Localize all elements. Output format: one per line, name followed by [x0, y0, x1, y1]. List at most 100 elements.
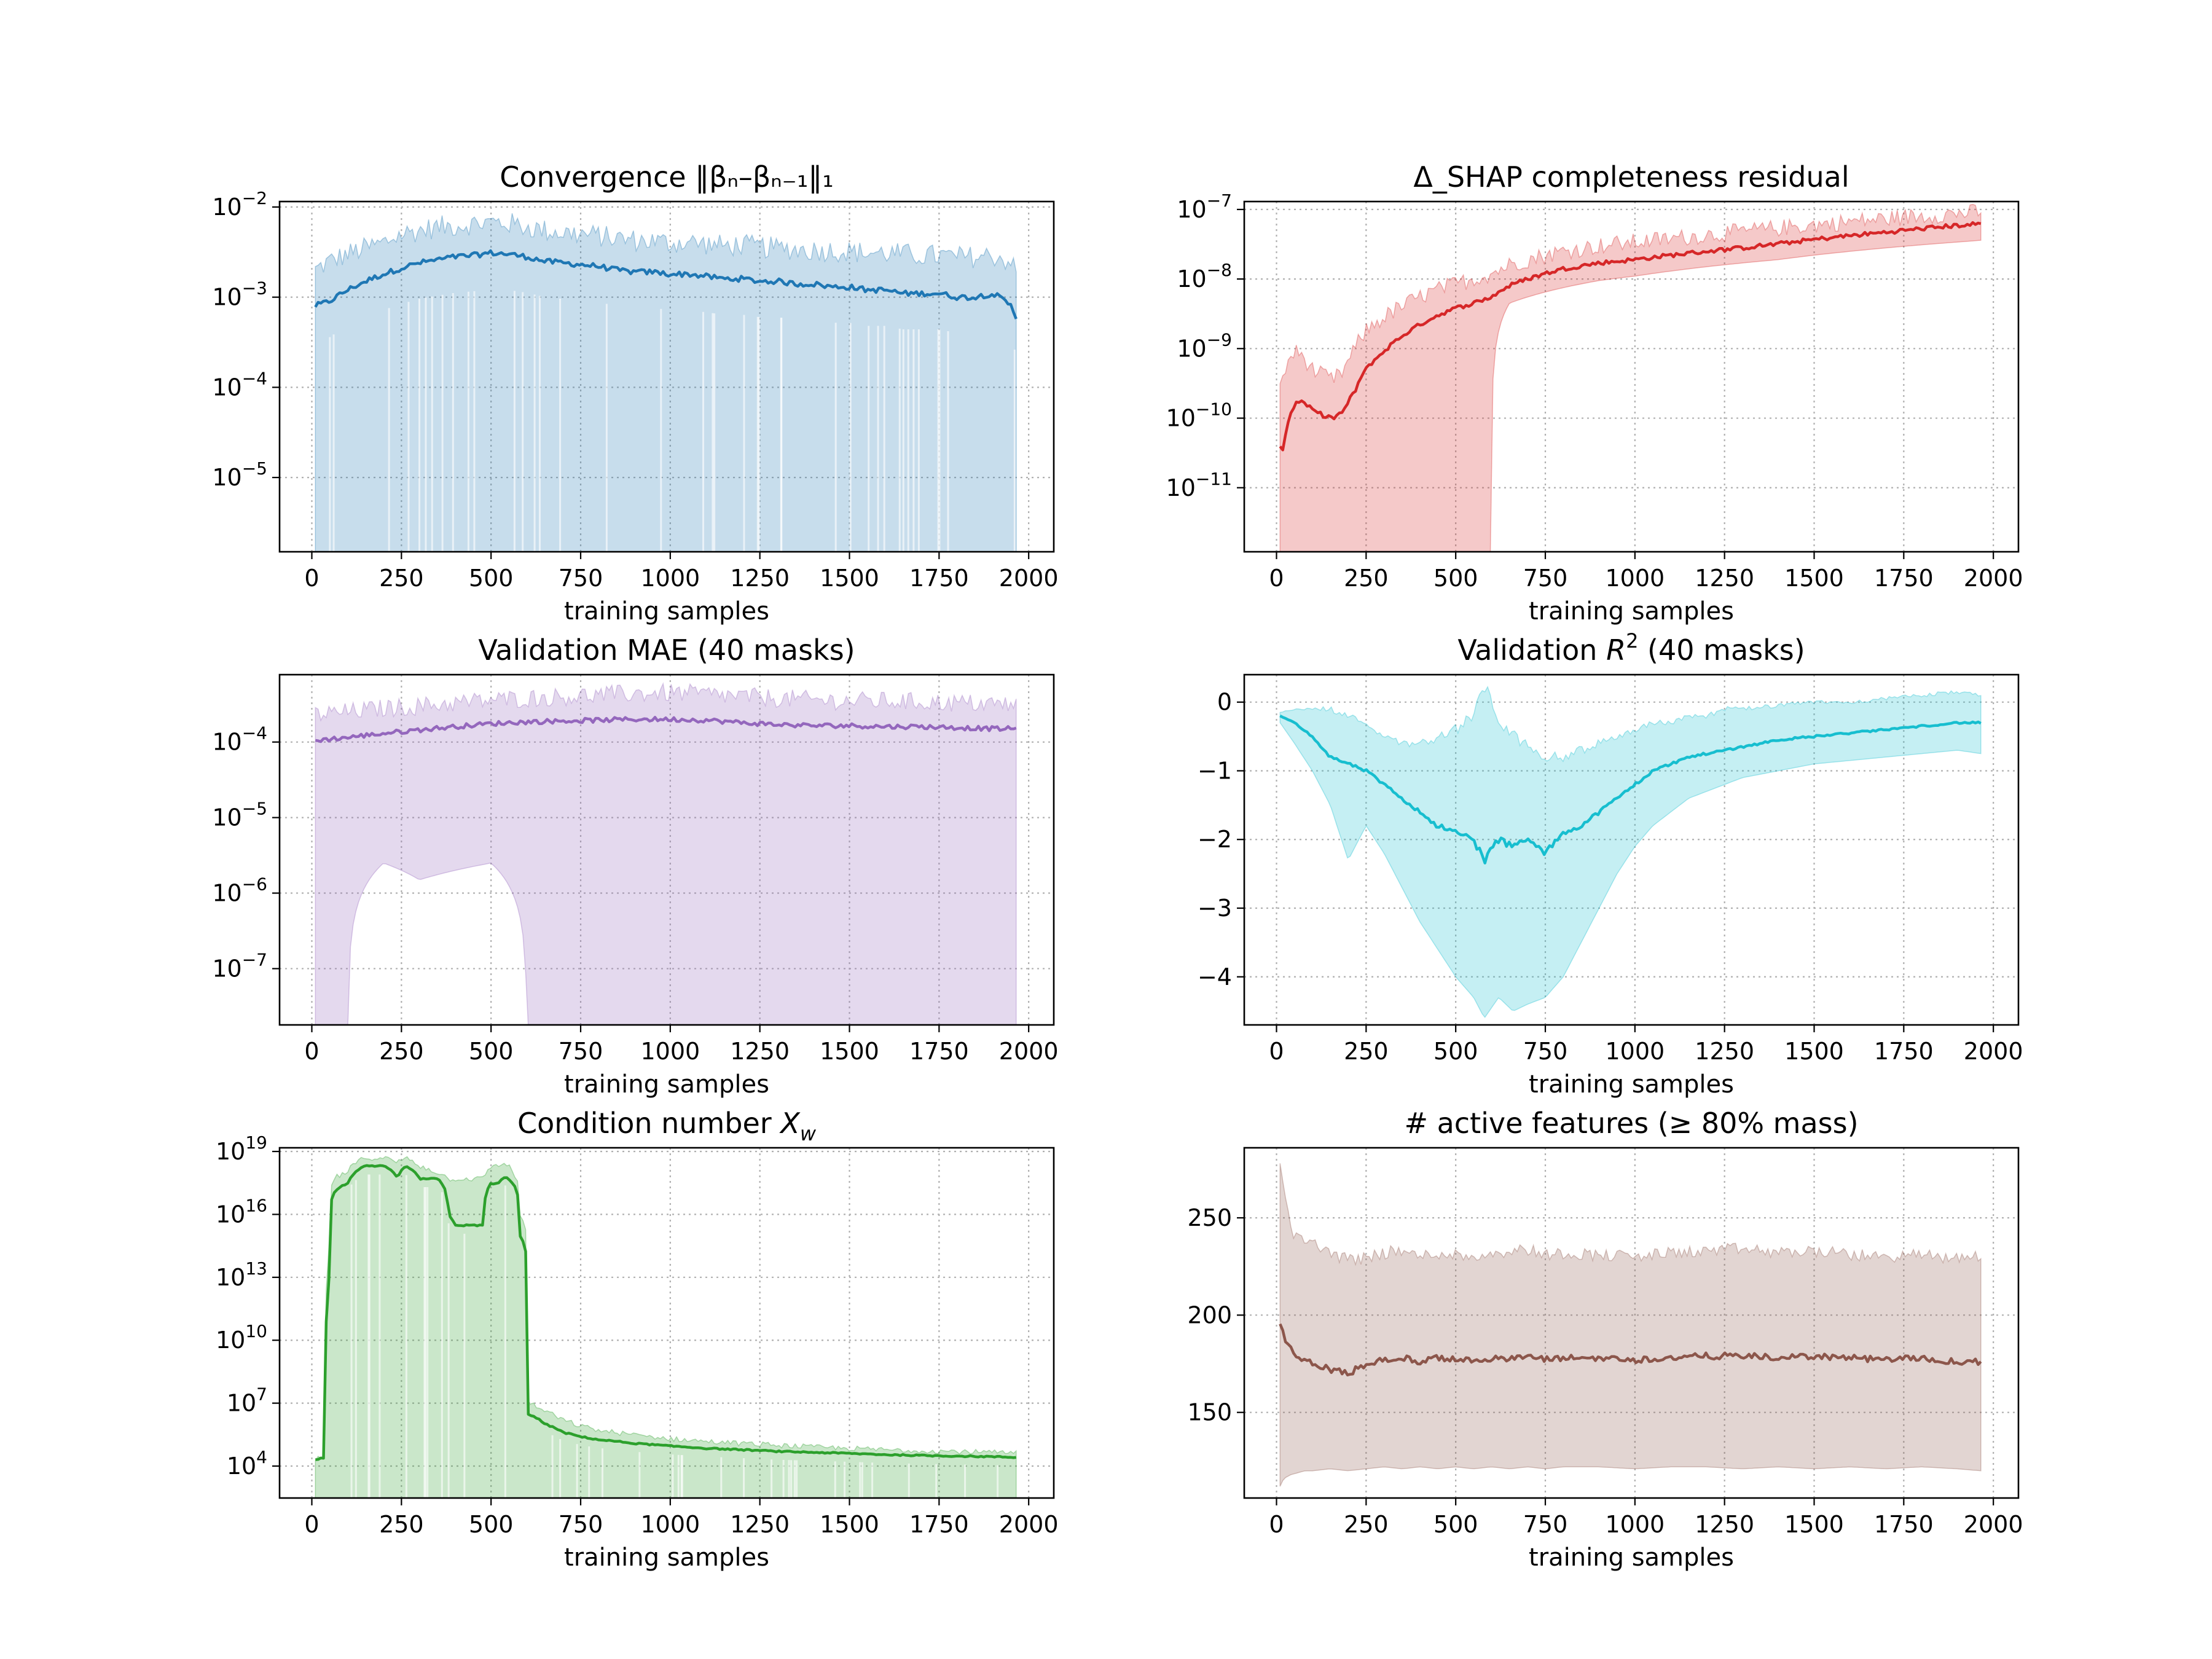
x-tick-label: 1500: [1784, 565, 1844, 592]
x-tick-label: 1750: [1874, 1511, 1934, 1538]
y-tick-label: 10−5: [212, 458, 267, 491]
x-axis-label: training samples: [564, 1070, 769, 1099]
grid: [1244, 675, 2018, 1025]
axes-frame: [278, 673, 1055, 1026]
y-tick-label: 1010: [216, 1321, 267, 1354]
y-tick-label: 200: [1187, 1301, 1232, 1328]
series-mean-line: [315, 1164, 1017, 1461]
panel-title: Validation MAE (40 masks): [478, 633, 855, 667]
y-tick-label: 250: [1187, 1204, 1232, 1231]
confidence-band: [1279, 203, 1982, 552]
panel-6: 0 250 500 750 1000 1250 1500 1750 2000 250 200 150 t…: [1187, 1107, 2023, 1572]
axes-frame: [1243, 1147, 2020, 1499]
panel-4: 0 250 500 750 1000 1250 1500 1750 2000 0 −1 −2 −3 −4 t…: [1198, 629, 2023, 1099]
x-tick-label: 1750: [909, 565, 969, 592]
x-tick-label: 250: [379, 1511, 424, 1538]
x-tick-label: 0: [304, 565, 319, 592]
panel-2: 0 250 500 750 1000 1250 1500 1750 2000 10−7 10−8 10…: [1166, 160, 2023, 626]
y-tick-label: 1016: [216, 1195, 267, 1228]
y-tick-label: −4: [1198, 963, 1232, 990]
y-tick-label: 1019: [216, 1132, 267, 1165]
x-tick-label: 1000: [640, 565, 700, 592]
grid: [280, 1148, 1054, 1498]
x-tick-label: 2000: [999, 1038, 1059, 1065]
x-tick-label: 0: [304, 1038, 319, 1065]
x-tick-label: 1250: [1695, 1511, 1754, 1538]
y-tick-label: −1: [1198, 757, 1232, 784]
panel-title: Validation R2 (40 masks): [1457, 629, 1805, 667]
x-tick-label: 1250: [730, 1038, 790, 1065]
x-tick-label: 1500: [1784, 1038, 1844, 1065]
x-axis-label: training samples: [564, 1543, 769, 1572]
x-tick-label: 250: [379, 565, 424, 592]
y-tick-label: 150: [1187, 1399, 1232, 1426]
x-tick-label: 2000: [1964, 1038, 2023, 1065]
x-axis-label: training samples: [1529, 1543, 1734, 1572]
x-tick-label: 2000: [999, 1511, 1059, 1538]
axes-frame: [278, 200, 1055, 553]
x-tick-label: 1750: [1874, 1038, 1934, 1065]
x-tick-label: 0: [1269, 565, 1284, 592]
y-tick-label: −2: [1198, 826, 1232, 853]
x-tick-label: 750: [559, 565, 603, 592]
x-axis-label: training samples: [1529, 597, 1734, 626]
x-tick-label: 750: [1523, 565, 1568, 592]
y-tick-label: 10−9: [1177, 329, 1232, 362]
series-mean-line: [1279, 1323, 1982, 1377]
y-tick-label: 10−4: [212, 723, 267, 756]
x-tick-label: 1750: [909, 1511, 969, 1538]
y-tick-label: 10−7: [1177, 190, 1232, 223]
x-tick-label: 2000: [1964, 1511, 2023, 1538]
y-tick-label: 10−10: [1166, 399, 1232, 432]
x-tick-label: 0: [1269, 1038, 1284, 1065]
y-tick-label: 10−6: [212, 874, 267, 907]
y-tick-label: 10−3: [212, 278, 267, 311]
confidence-band: [315, 1156, 1017, 1498]
y-tick-label: 107: [227, 1384, 267, 1417]
x-tick-label: 0: [304, 1511, 319, 1538]
x-tick-label: 250: [1344, 565, 1389, 592]
y-tick-label: 10−4: [212, 368, 267, 401]
panel-5: 0 250 500 750 1000 1250 1500 1750 2000 1019 1016 10…: [216, 1107, 1059, 1572]
y-tick-label: 1013: [216, 1258, 267, 1291]
confidence-band: [1279, 686, 1982, 1018]
grid: [1244, 1148, 2018, 1498]
x-tick-label: 2000: [999, 565, 1059, 592]
x-tick-label: 500: [1433, 1038, 1478, 1065]
x-tick-label: 750: [1523, 1511, 1568, 1538]
y-tick-label: 10−7: [212, 949, 267, 982]
x-tick-label: 500: [1433, 565, 1478, 592]
x-tick-label: 1000: [1605, 1038, 1665, 1065]
x-tick-label: 1750: [909, 1038, 969, 1065]
panel-3: 0 250 500 750 1000 1250 1500 1750 2000 10−4 10−5 10…: [212, 633, 1058, 1099]
x-tick-label: 500: [469, 1511, 514, 1538]
x-tick-label: 1500: [820, 1038, 879, 1065]
confidence-band: [315, 213, 1017, 552]
confidence-band: [1279, 1163, 1982, 1487]
x-tick-label: 500: [469, 565, 514, 592]
x-tick-label: 1000: [640, 1511, 700, 1538]
panel-title: Condition number Xw: [517, 1107, 817, 1145]
x-tick-label: 1750: [1874, 565, 1934, 592]
y-tick-label: 104: [227, 1447, 267, 1480]
x-tick-label: 1500: [820, 1511, 879, 1538]
x-tick-label: 1500: [820, 565, 879, 592]
series-mean-line: [1279, 221, 1982, 452]
x-tick-label: 500: [469, 1038, 514, 1065]
x-tick-label: 1000: [1605, 1511, 1665, 1538]
x-tick-label: 1000: [640, 1038, 700, 1065]
panel-title: Δ_SHAP completeness residual: [1413, 160, 1849, 194]
x-tick-label: 0: [1269, 1511, 1284, 1538]
series-mean-line: [314, 249, 1018, 320]
x-tick-label: 250: [1344, 1038, 1389, 1065]
grid: [1244, 202, 2018, 552]
y-tick-label: 10−5: [212, 799, 267, 831]
x-tick-label: 750: [559, 1511, 603, 1538]
x-tick-label: 750: [559, 1038, 603, 1065]
x-tick-label: 2000: [1964, 565, 2023, 592]
axes-frame: [278, 1147, 1055, 1499]
y-tick-label: −3: [1198, 895, 1232, 922]
x-axis-label: training samples: [564, 597, 769, 626]
y-tick-label: 10−11: [1166, 469, 1232, 501]
y-tick-label: 10−8: [1177, 260, 1232, 292]
